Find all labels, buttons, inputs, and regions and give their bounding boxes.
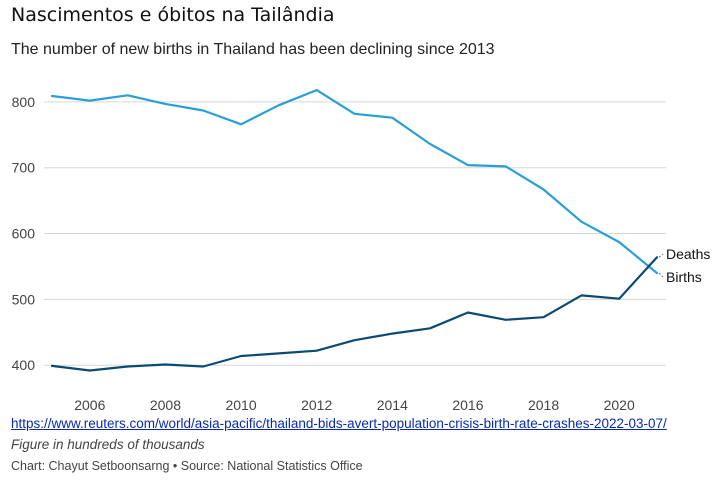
y-tick-label: 400 xyxy=(12,357,36,373)
x-tick-label: 2020 xyxy=(604,397,635,412)
label-leader-line xyxy=(658,253,664,258)
series-labels: Births Deaths xyxy=(658,246,710,285)
source-link[interactable]: https://www.reuters.com/world/asia-pacif… xyxy=(11,416,667,431)
chart-title: Nascimentos e óbitos na Tailândia xyxy=(11,4,335,26)
series-label-births: Births xyxy=(666,269,702,285)
y-tick-label: 500 xyxy=(12,291,36,307)
x-tick-label: 2018 xyxy=(528,397,559,412)
series-lines xyxy=(50,88,659,372)
line-chart: 400 500 600 700 800 2006 2008 2010 2012 2014 2016… xyxy=(12,88,710,412)
x-tick-label: 2010 xyxy=(225,397,256,412)
x-tick-label: 2008 xyxy=(150,397,181,412)
grid-lines xyxy=(44,101,666,366)
chart-subtitle: The number of new births in Thailand has… xyxy=(11,41,495,58)
series-line-births xyxy=(50,88,659,275)
x-tick-label: 2014 xyxy=(377,397,408,412)
y-axis-ticks: 400 500 600 700 800 xyxy=(12,94,36,373)
y-tick-label: 600 xyxy=(12,226,36,242)
series-label-deaths: Deaths xyxy=(666,246,710,262)
label-leader-line xyxy=(658,272,664,278)
units-note: Figure in hundreds of thousands xyxy=(11,437,205,452)
x-axis-ticks: 2006 2008 2010 2012 2014 2016 2018 2020 xyxy=(74,397,635,412)
x-tick-label: 2006 xyxy=(74,397,105,412)
chart-credit: Chart: Chayut Setboonsarng • Source: Nat… xyxy=(11,459,363,473)
series-line-deaths xyxy=(50,256,659,372)
y-tick-label: 800 xyxy=(12,94,36,110)
y-tick-label: 700 xyxy=(12,160,36,176)
x-tick-label: 2016 xyxy=(452,397,483,412)
x-tick-label: 2012 xyxy=(301,397,332,412)
